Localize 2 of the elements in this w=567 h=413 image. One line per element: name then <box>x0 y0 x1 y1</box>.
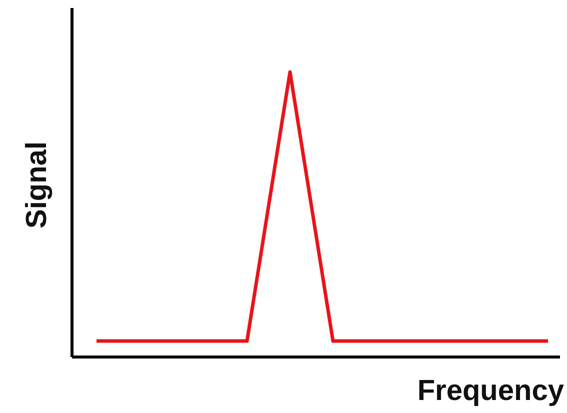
y-axis-title: Signal <box>21 141 53 229</box>
x-axis-title: Frequency <box>417 375 564 407</box>
